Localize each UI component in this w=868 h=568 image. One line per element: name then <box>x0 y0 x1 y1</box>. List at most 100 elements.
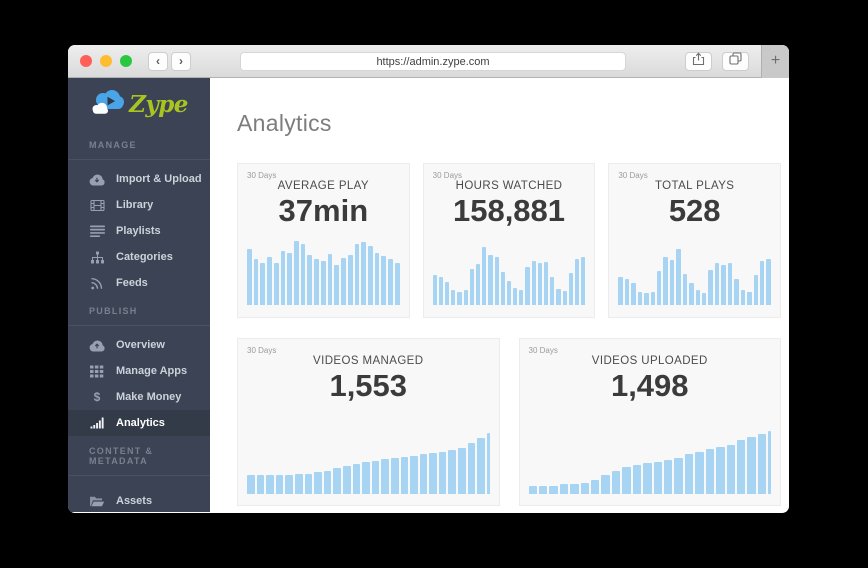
sidebar-item-categories[interactable]: Categories <box>68 244 210 270</box>
spark-bar <box>300 243 306 305</box>
spark-bar <box>550 277 555 305</box>
spark-bar <box>294 474 303 494</box>
sidebar-item-overview[interactable]: Overview <box>68 332 210 358</box>
spark-bar <box>544 262 549 305</box>
sidebar-item-make-money[interactable]: $ Make Money <box>68 384 210 410</box>
spark-bar <box>601 474 610 494</box>
spark-bar <box>260 262 266 305</box>
spark-bar <box>676 248 681 305</box>
close-window-icon[interactable] <box>80 55 92 67</box>
sidebar-item-label: Manage Apps <box>116 365 188 377</box>
spark-bar <box>500 272 505 305</box>
tabs-icon <box>729 52 742 70</box>
browser-window: ‹ › https://admin.zype.com + <box>68 45 789 513</box>
spark-bar <box>438 451 447 494</box>
spark-bar <box>458 447 466 494</box>
spark-bar <box>419 454 428 494</box>
forward-button[interactable]: › <box>171 51 191 71</box>
spark-bar <box>519 290 524 305</box>
spark-bar <box>624 278 630 305</box>
spark-bar <box>537 263 543 305</box>
card-value: 158,881 <box>452 193 566 228</box>
spark-bar <box>702 293 707 305</box>
spark-bar <box>734 279 739 305</box>
spark-bar <box>275 474 284 494</box>
spark-bar <box>591 479 600 494</box>
sidebar-item-library[interactable]: Library <box>68 192 210 218</box>
spark-bar <box>757 434 767 494</box>
spark-bar <box>559 484 569 494</box>
spark-bar <box>273 263 279 305</box>
zoom-window-icon[interactable] <box>120 55 132 67</box>
spark-bar <box>266 474 274 494</box>
spark-bar <box>705 449 715 494</box>
spark-bar <box>381 255 387 305</box>
tabs-overview-button[interactable] <box>722 51 749 71</box>
card-value: 37min <box>278 193 369 228</box>
spark-bar <box>367 246 373 305</box>
zype-logo[interactable]: Zype <box>68 78 210 130</box>
spark-bar <box>381 459 389 494</box>
spark-bar <box>740 289 746 305</box>
spark-bar <box>736 440 746 494</box>
spark-bar <box>618 277 623 305</box>
spark-bar <box>469 268 474 305</box>
sidebar-item-playlists[interactable]: Playlists <box>68 218 210 244</box>
app-frame: Zype MANAGE Import & Upload <box>68 78 789 512</box>
spark-bar <box>327 253 333 305</box>
spark-bar <box>247 248 252 305</box>
spark-bar <box>581 256 586 305</box>
spark-bar <box>320 260 326 305</box>
address-bar[interactable]: https://admin.zype.com <box>240 51 626 71</box>
spark-bar <box>528 486 537 494</box>
spark-bar <box>753 275 758 305</box>
spark-bar <box>684 454 694 494</box>
sidebar-item-analytics[interactable]: Analytics <box>68 410 210 436</box>
minimize-window-icon[interactable] <box>100 55 112 67</box>
spark-bar <box>568 273 573 305</box>
stat-card-average-play: 30 Days AVERAGE PLAY 37min <box>237 163 410 318</box>
spark-bar <box>682 273 688 305</box>
sparkline-chart <box>618 239 771 305</box>
card-title: HOURS WATCHED <box>455 180 563 192</box>
section-title-manage: MANAGE <box>68 130 210 160</box>
spark-bar <box>650 291 655 305</box>
sidebar-item-manage-apps[interactable]: Manage Apps <box>68 358 210 384</box>
sidebar-item-label: Import & Upload <box>116 173 202 185</box>
spark-bar <box>611 470 621 494</box>
rss-icon <box>89 277 105 290</box>
spark-bar <box>656 270 662 305</box>
spark-bar <box>432 275 437 305</box>
folder-icon <box>89 495 105 507</box>
card-period-label: 30 Days <box>432 171 463 180</box>
spark-bar <box>314 472 322 494</box>
spark-bar <box>285 474 293 494</box>
spark-bar <box>689 282 694 305</box>
spark-bar <box>486 433 490 494</box>
spark-bar <box>371 460 380 494</box>
traffic-lights <box>80 55 132 67</box>
spark-bar <box>663 460 673 494</box>
sidebar-section-manage: MANAGE Import & Upload <box>68 130 210 296</box>
card-title: TOTAL PLAYS <box>654 180 735 192</box>
cloud-upload-icon <box>89 339 105 352</box>
spark-bar <box>525 266 530 305</box>
sitemap-icon <box>89 251 105 264</box>
spark-bar <box>716 447 725 494</box>
new-tab-button[interactable]: + <box>761 45 789 78</box>
back-button[interactable]: ‹ <box>148 51 168 71</box>
spark-bar <box>374 252 380 305</box>
stat-card-hours-watched: 30 Days HOURS WATCHED 158,881 <box>422 163 596 318</box>
sidebar-item-assets[interactable]: Assets <box>68 488 210 512</box>
spark-bar <box>538 486 548 494</box>
main-content: Analytics 30 Days AVERAGE PLAY 37min 30 … <box>210 78 789 512</box>
spark-bar <box>457 291 462 305</box>
spark-bar <box>714 262 720 305</box>
dollar-icon: $ <box>93 390 101 404</box>
spark-bar <box>352 463 361 494</box>
spark-bar <box>674 457 683 494</box>
sidebar-item-import-upload[interactable]: Import & Upload <box>68 166 210 192</box>
share-button[interactable] <box>685 51 712 71</box>
spark-bar <box>314 258 319 305</box>
sidebar-item-feeds[interactable]: Feeds <box>68 270 210 296</box>
